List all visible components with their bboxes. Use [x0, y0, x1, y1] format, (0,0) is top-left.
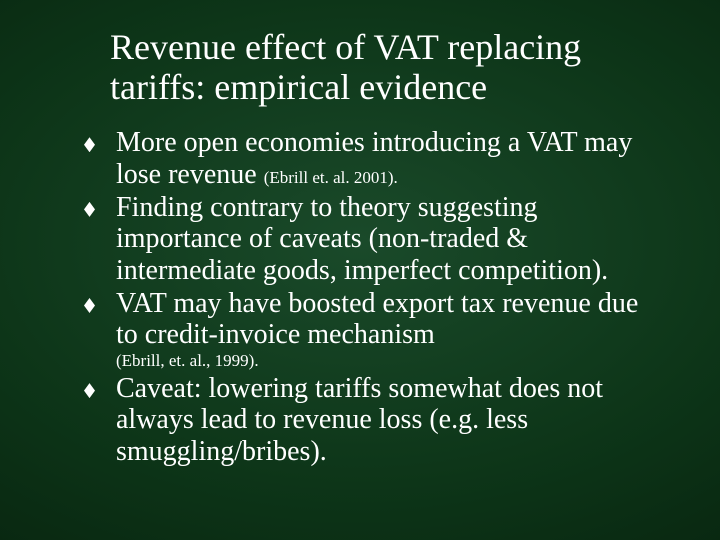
- list-item: VAT may have boosted export tax revenue …: [80, 288, 660, 371]
- bullet-diamond-icon: [84, 202, 95, 217]
- list-item: Finding contrary to theory suggesting im…: [80, 192, 660, 286]
- bullet-text: Caveat: lowering tariffs somewhat does n…: [116, 373, 603, 467]
- bullet-text: Finding contrary to theory suggesting im…: [116, 192, 608, 286]
- bullet-diamond-icon: [84, 383, 95, 398]
- slide: Revenue effect of VAT replacing tariffs:…: [0, 0, 720, 540]
- slide-title: Revenue effect of VAT replacing tariffs:…: [110, 28, 660, 107]
- list-item: More open economies introducing a VAT ma…: [80, 127, 660, 190]
- bullet-text: VAT may have boosted export tax revenue …: [116, 288, 638, 350]
- bullet-diamond-icon: [84, 298, 95, 313]
- list-item: Caveat: lowering tariffs somewhat does n…: [80, 373, 660, 467]
- citation-text: (Ebrill et. al. 2001).: [264, 168, 398, 187]
- citation-text: (Ebrill, et. al., 1999).: [116, 351, 660, 371]
- bullet-diamond-icon: [84, 137, 95, 152]
- bullet-list: More open economies introducing a VAT ma…: [80, 127, 660, 467]
